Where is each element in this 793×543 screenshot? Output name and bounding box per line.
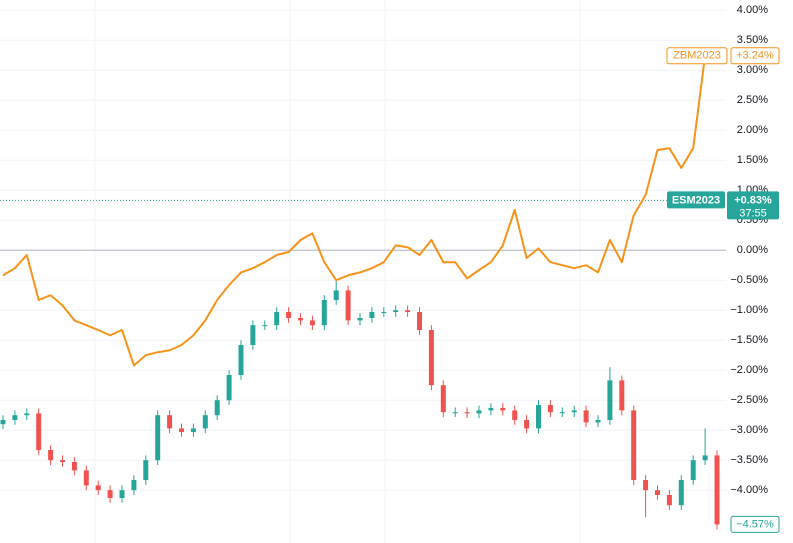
candle-body <box>524 420 530 429</box>
candle-body <box>298 318 303 321</box>
candle-body <box>619 380 625 411</box>
candle-body <box>714 455 720 525</box>
last-value-box <box>730 47 780 65</box>
candle-body <box>60 460 65 462</box>
candle-body <box>357 318 363 321</box>
candle-body <box>643 480 649 491</box>
candle-body <box>428 330 434 386</box>
y-tick-label: −2.50% <box>730 394 768 406</box>
labels: 4.00%3.50%3.00%2.50%2.00%1.50%1.00%0.50%… <box>666 4 780 533</box>
last-candle-box <box>730 515 780 533</box>
candle-body <box>0 420 6 425</box>
candle-body <box>238 345 244 375</box>
candle-body <box>250 325 256 345</box>
candle-body <box>36 413 42 450</box>
candle-body <box>488 408 494 411</box>
series-line <box>2 54 718 367</box>
y-tick-label: −2.00% <box>730 364 768 376</box>
candle-body <box>381 312 387 313</box>
candle-body <box>559 412 565 414</box>
candle-body <box>202 415 208 429</box>
candle-body <box>262 325 268 327</box>
candle-body <box>24 413 30 416</box>
marker-countdown: 37:55 <box>739 207 767 219</box>
candle-body <box>12 415 18 420</box>
candle-body <box>274 312 280 326</box>
y-tick-label: 2.50% <box>737 94 768 106</box>
y-tick-label: 3.00% <box>737 64 768 76</box>
candle-body <box>214 400 220 416</box>
candle-body <box>547 405 553 413</box>
candle-body <box>107 490 113 498</box>
candle-body <box>119 490 125 498</box>
candle-body <box>71 462 77 471</box>
y-tick-label: 0.00% <box>737 244 768 256</box>
candle-body <box>167 415 173 429</box>
y-tick-label: 3.50% <box>737 34 768 46</box>
y-tick-label: −1.50% <box>730 334 768 346</box>
candle-name-box <box>667 191 725 209</box>
candle-body <box>48 450 54 461</box>
candle-body <box>476 410 482 414</box>
y-tick-label: 4.00% <box>737 4 768 16</box>
candle-body <box>345 290 351 321</box>
candle-body <box>690 460 696 480</box>
candle-body <box>155 415 161 461</box>
candle-body <box>464 412 470 414</box>
last-candle-label: −4.57% <box>736 518 774 530</box>
candle-body <box>536 405 541 429</box>
candle-body <box>440 385 446 413</box>
candle-body <box>95 485 101 491</box>
candle-body <box>571 410 577 413</box>
candle-body <box>179 428 184 432</box>
y-tick-label: −0.50% <box>730 274 768 286</box>
y-tick-label: −1.00% <box>730 304 768 316</box>
candle-name: ESM2023 <box>672 194 720 206</box>
y-tick-label: −3.00% <box>730 424 768 436</box>
grid <box>0 0 726 543</box>
candle-body <box>286 312 292 318</box>
candle-body <box>631 410 637 480</box>
candle-body <box>333 290 339 300</box>
y-tick-label: −4.00% <box>730 484 768 496</box>
last-value-label: +3.24% <box>736 50 774 62</box>
candle-body <box>131 480 137 491</box>
candle-body <box>143 460 149 480</box>
candle-body <box>702 455 708 461</box>
y-tick-label: −3.50% <box>730 454 768 466</box>
series-name-box <box>666 47 728 65</box>
y-tick-label: 2.00% <box>737 124 768 136</box>
y-tick-label: 1.50% <box>737 154 768 166</box>
marker-box <box>727 191 779 220</box>
candle-body <box>595 420 601 423</box>
candle-body <box>452 412 458 414</box>
candle-body <box>607 380 613 420</box>
candle-body <box>655 490 660 495</box>
candle-body <box>405 310 411 312</box>
candle-body <box>369 312 375 318</box>
candle-body <box>393 310 399 312</box>
candle-body <box>190 428 196 432</box>
candle-body <box>321 300 327 326</box>
candle-body <box>417 312 422 330</box>
candle-body <box>678 480 684 506</box>
candle-body <box>512 410 518 420</box>
marks <box>0 54 726 530</box>
candle-body <box>83 470 89 486</box>
marker-label: +0.83% <box>734 194 772 206</box>
candle-body <box>309 320 315 326</box>
series-name: ZBM2023 <box>673 50 721 62</box>
candle-body <box>226 375 232 401</box>
candle-body <box>583 410 589 423</box>
candle-body <box>666 495 672 506</box>
candle-body <box>500 408 506 411</box>
